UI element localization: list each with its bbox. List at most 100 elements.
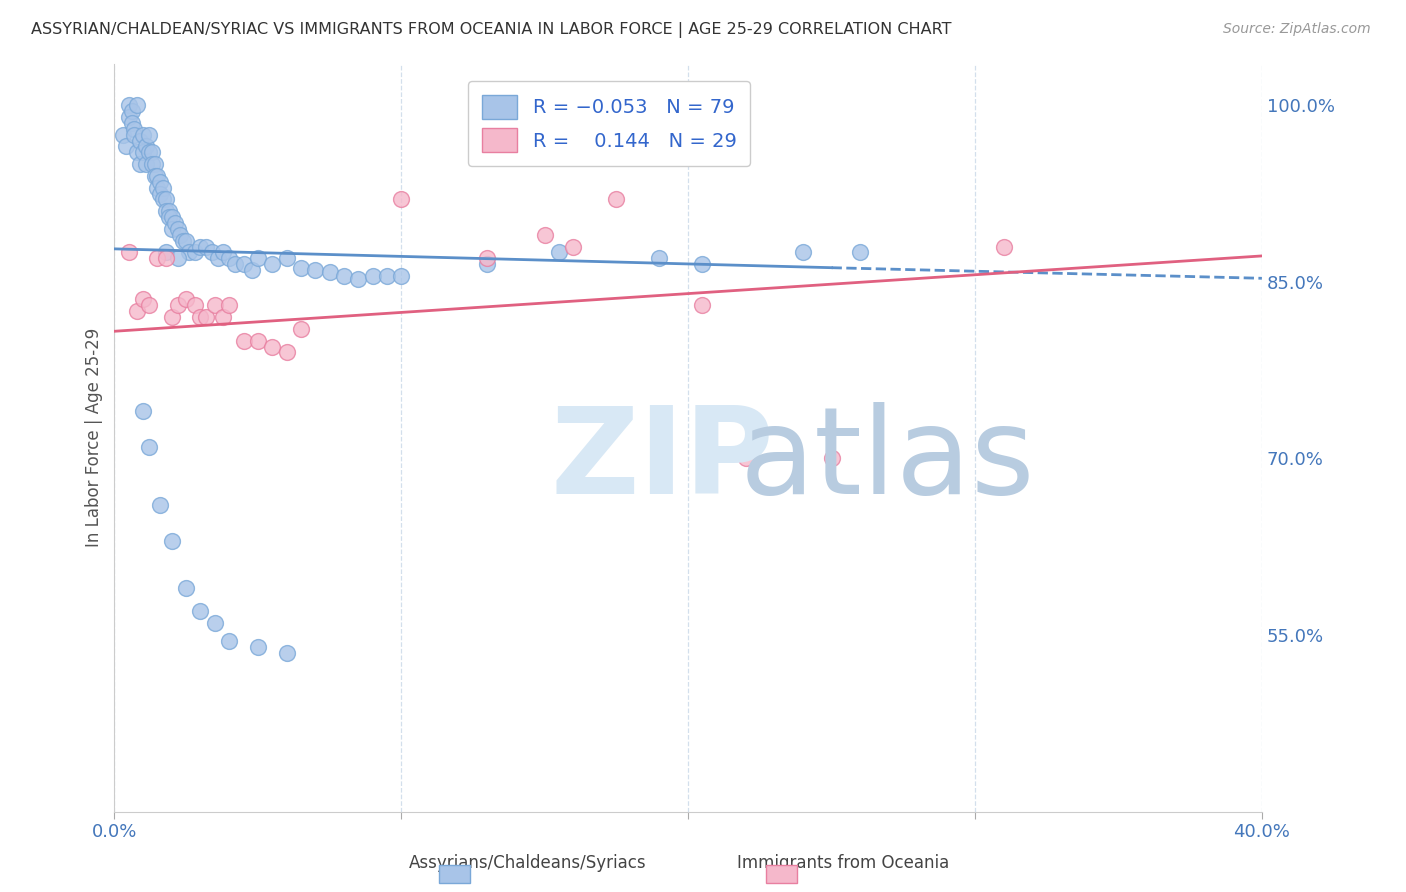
Point bbox=[190, 604, 212, 618]
Point bbox=[166, 298, 188, 312]
Point bbox=[207, 252, 229, 266]
Point bbox=[190, 239, 212, 253]
Legend: R = −0.053   N = 79, R =    0.144   N = 29: R = −0.053 N = 79, R = 0.144 N = 29 bbox=[468, 81, 749, 166]
Point bbox=[218, 252, 240, 266]
Point bbox=[118, 245, 141, 260]
Point bbox=[477, 257, 499, 271]
Text: atlas: atlas bbox=[740, 401, 1035, 519]
Point bbox=[124, 128, 146, 142]
Point bbox=[141, 157, 163, 171]
Point bbox=[246, 252, 269, 266]
Point bbox=[533, 227, 555, 242]
Point bbox=[160, 222, 183, 236]
Point bbox=[820, 451, 842, 466]
Point bbox=[212, 310, 235, 325]
Text: Immigrants from Oceania: Immigrants from Oceania bbox=[738, 855, 949, 872]
Point bbox=[262, 257, 284, 271]
Point bbox=[155, 193, 177, 207]
Point bbox=[160, 210, 183, 224]
Point bbox=[138, 440, 160, 454]
Point bbox=[149, 499, 172, 513]
Point bbox=[692, 298, 714, 312]
Point bbox=[127, 304, 149, 318]
Point bbox=[304, 263, 326, 277]
Point bbox=[246, 334, 269, 348]
Point bbox=[121, 104, 143, 119]
Point bbox=[262, 340, 284, 354]
Point bbox=[290, 260, 312, 275]
Point bbox=[152, 193, 174, 207]
Point bbox=[389, 268, 412, 283]
Point bbox=[124, 121, 146, 136]
Point bbox=[160, 310, 183, 325]
Point bbox=[246, 640, 269, 654]
Point bbox=[734, 451, 756, 466]
Point bbox=[155, 204, 177, 219]
Point bbox=[792, 245, 814, 260]
Point bbox=[121, 116, 143, 130]
Point bbox=[169, 227, 191, 242]
Point bbox=[562, 239, 585, 253]
Point bbox=[218, 298, 240, 312]
Point bbox=[212, 245, 235, 260]
Point bbox=[276, 646, 298, 660]
Point bbox=[190, 310, 212, 325]
Point bbox=[218, 633, 240, 648]
Point bbox=[129, 157, 152, 171]
Point bbox=[111, 128, 134, 142]
Point bbox=[132, 293, 155, 307]
Point bbox=[849, 245, 872, 260]
Point bbox=[143, 157, 166, 171]
Point bbox=[201, 245, 224, 260]
Point bbox=[224, 257, 246, 271]
Point bbox=[115, 139, 138, 153]
Point bbox=[204, 616, 226, 631]
Point bbox=[146, 169, 169, 183]
Point bbox=[232, 257, 254, 271]
Point bbox=[132, 145, 155, 160]
Point bbox=[141, 145, 163, 160]
Point bbox=[240, 263, 263, 277]
Point bbox=[155, 252, 177, 266]
Text: ZIP: ZIP bbox=[551, 401, 775, 519]
Point bbox=[195, 239, 218, 253]
Point bbox=[648, 252, 671, 266]
Point bbox=[163, 216, 186, 230]
Point bbox=[149, 186, 172, 201]
Point bbox=[157, 204, 180, 219]
Point bbox=[118, 110, 141, 124]
Y-axis label: In Labor Force | Age 25-29: In Labor Force | Age 25-29 bbox=[86, 328, 103, 548]
Point bbox=[127, 145, 149, 160]
Text: ASSYRIAN/CHALDEAN/SYRIAC VS IMMIGRANTS FROM OCEANIA IN LABOR FORCE | AGE 25-29 C: ASSYRIAN/CHALDEAN/SYRIAC VS IMMIGRANTS F… bbox=[31, 22, 952, 38]
Point bbox=[174, 293, 197, 307]
Point bbox=[143, 169, 166, 183]
Point bbox=[204, 298, 226, 312]
Point bbox=[548, 245, 571, 260]
Point bbox=[135, 139, 157, 153]
Point bbox=[146, 180, 169, 194]
Point bbox=[276, 345, 298, 359]
Point bbox=[184, 245, 207, 260]
Point bbox=[138, 145, 160, 160]
Point bbox=[132, 404, 155, 418]
Point bbox=[172, 234, 194, 248]
Point bbox=[174, 234, 197, 248]
Point bbox=[138, 298, 160, 312]
Point bbox=[477, 252, 499, 266]
Point bbox=[318, 265, 340, 279]
Point bbox=[232, 334, 254, 348]
Point bbox=[129, 134, 152, 148]
Point bbox=[333, 268, 356, 283]
Point bbox=[166, 252, 188, 266]
Point bbox=[118, 98, 141, 112]
Point bbox=[605, 193, 627, 207]
Point bbox=[132, 128, 155, 142]
Point bbox=[152, 180, 174, 194]
Point bbox=[993, 239, 1015, 253]
Point bbox=[160, 533, 183, 548]
Point bbox=[157, 210, 180, 224]
Point bbox=[290, 322, 312, 336]
Point bbox=[276, 252, 298, 266]
Point bbox=[361, 268, 384, 283]
Point bbox=[146, 252, 169, 266]
